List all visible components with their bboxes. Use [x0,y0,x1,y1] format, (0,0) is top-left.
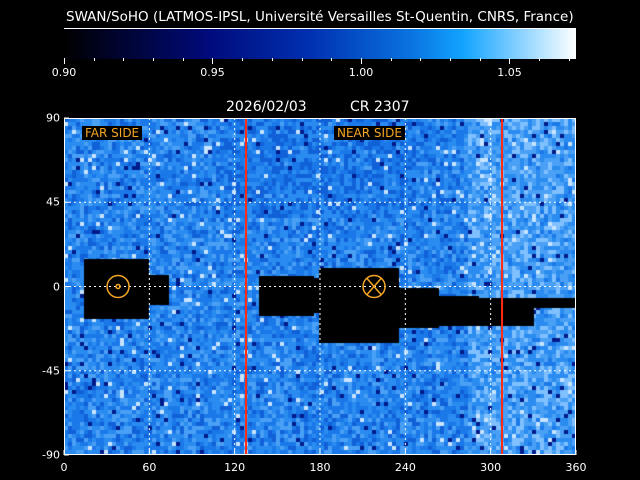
colorbar-minor-tick [539,58,541,61]
colorbar-major-tick [64,58,65,64]
colorbar-minor-tick [568,58,570,61]
colorbar [64,28,576,59]
colorbar-minor-tick [153,58,155,61]
x-tick-label: 240 [394,461,416,474]
colorbar-major-tick [360,58,362,64]
far-side-label: FAR SIDE [82,126,143,140]
colorbar-minor-tick [242,58,244,61]
y-tick-label: 90 [46,111,60,125]
y-tick-label: -45 [42,364,60,378]
carrington-rotation: CR 2307 [350,99,410,115]
colorbar-major-tick [509,58,511,64]
map-frame [64,118,576,455]
x-tick-label: 120 [224,461,246,474]
y-tick-label: 0 [53,280,60,293]
colorbar-minor-tick [271,58,273,61]
colorbar-minor-tick [479,58,481,61]
colorbar-major-tick [212,58,214,64]
x-tick-label: 360 [565,461,587,474]
colorbar-minor-tick [420,58,422,61]
colorbar-minor-tick [182,58,184,61]
colorbar-minor-tick [123,58,125,61]
colorbar-tick-label: 0.90 [51,66,77,79]
x-tick-label: 180 [309,461,331,474]
sun-symbol-icon [106,274,130,299]
colorbar-tick-label: 0.95 [200,66,225,79]
x-tick-label: 300 [480,461,502,474]
x-tick-label: 0 [60,461,68,474]
colorbar-minor-tick [301,58,303,61]
x-tick-label: 60 [142,461,157,474]
map-date: 2026/02/03 [226,99,307,115]
sun-symbol-center [115,283,121,290]
y-tick-label: 45 [46,195,60,209]
colorbar-tick-label: 1.05 [497,66,522,79]
y-tick-label: -90 [42,448,60,462]
colorbar-minor-tick [450,58,452,61]
figure-title: SWAN/SoHO (LATMOS-IPSL, Université Versa… [66,9,574,25]
colorbar-minor-tick [390,58,392,61]
earth-cross-stroke [366,278,382,295]
colorbar-tick-label: 1.00 [348,66,374,79]
near-side-label: NEAR SIDE [334,126,405,140]
colorbar-minor-tick [93,58,95,61]
earth-cross-icon [362,274,386,299]
colorbar-minor-tick [331,58,333,61]
